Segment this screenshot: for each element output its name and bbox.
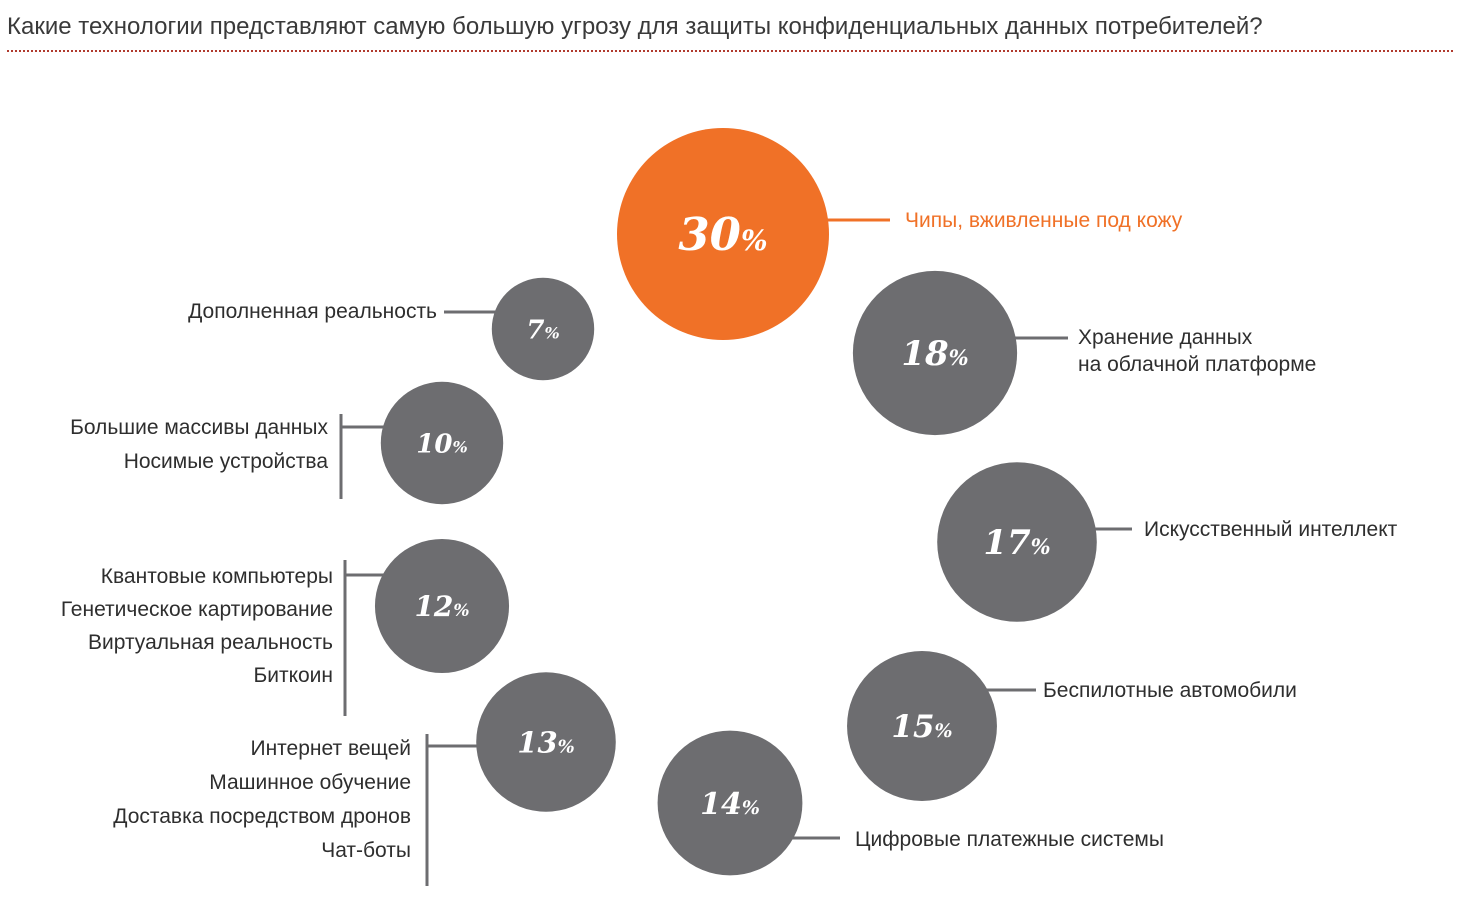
bubble-14 [657, 730, 803, 876]
bubble-value-unit: % [742, 797, 760, 819]
category-label: Интернет вещей [250, 737, 411, 760]
bubble-13 [476, 672, 616, 812]
bubble-value-number: 15 [891, 709, 934, 745]
bubble-value-label: 18% [901, 334, 968, 374]
category-label: на облачной платформе [1078, 353, 1316, 376]
title-divider [7, 50, 1453, 52]
bubble-value-label: 13% [517, 725, 574, 759]
bubble-12 [374, 538, 510, 674]
bubble-7 [491, 277, 595, 381]
bubble-value-number: 18 [901, 334, 948, 374]
bubble-value-label: 14% [700, 787, 760, 822]
bubble-value-label: 15% [891, 709, 952, 745]
bubble-value-unit: % [453, 601, 469, 621]
bubble-value-number: 7 [526, 315, 544, 345]
bubble-15 [847, 651, 997, 801]
category-label: Дополненная реальность [188, 300, 437, 323]
bubble-group-14: 14% Цифровые платежные системы [657, 730, 1164, 876]
category-label: Носимые устройства [124, 450, 329, 473]
bubble-value-number: 14 [700, 787, 742, 822]
bubble-value-unit: % [544, 323, 559, 342]
bubble-value-label: 7% [526, 315, 559, 345]
bubble-value-label: 12% [414, 590, 469, 623]
bubble-group-10: 10% Большие массивы данных Носимые устройс… [70, 381, 504, 505]
bubble-17 [937, 462, 1097, 622]
bubble-18 [852, 270, 1018, 436]
category-label: Квантовые компьютеры [101, 565, 333, 588]
category-label: Большие массивы данных [70, 416, 328, 439]
bubble-10 [380, 381, 504, 505]
bubble-value-label: 30% [678, 208, 767, 261]
bubble-value-number: 10 [416, 429, 452, 459]
category-label: Генетическое картирование [61, 598, 333, 621]
category-label: Доставка посредством дронов [113, 805, 411, 828]
category-label: Виртуальная реальность [88, 631, 333, 654]
bubble-value-unit: % [558, 736, 575, 757]
bubble-value-unit: % [935, 720, 953, 742]
bubble-group-13: 13% Интернет вещей Машинное обучение Достав… [113, 672, 616, 886]
bubble-value-label: 17% [983, 523, 1050, 563]
bubble-value-unit: % [452, 437, 467, 456]
bubble-value-number: 30 [678, 208, 741, 261]
bubble-30 [617, 128, 829, 340]
category-label: Чипы, вживленные под кожу [905, 209, 1183, 232]
bubble-group-7: 7% Дополненная реальность [188, 277, 595, 381]
category-label: Чат-боты [321, 839, 411, 862]
bubble-group-15: 15% Беспилотные автомобили [847, 651, 1297, 801]
bubble-group-17: 17% Искусственный интеллект [937, 462, 1398, 622]
bubble-value-number: 13 [517, 725, 557, 759]
category-label: Хранение данных [1078, 326, 1253, 349]
bubble-value-unit: % [949, 345, 969, 370]
bubble-value-number: 17 [983, 523, 1031, 563]
bubble-value-number: 12 [414, 590, 453, 623]
page-title: Какие технологии представляют самую боль… [7, 13, 1263, 40]
bubble-value-unit: % [741, 224, 768, 257]
category-label: Беспилотные автомобили [1043, 679, 1297, 702]
category-label: Биткоин [253, 664, 333, 687]
bubble-group-18: 18% Хранение данных на облачной платформе [852, 270, 1316, 436]
bubble-group-12: 12% Квантовые компьютеры Генетическое карт… [61, 538, 510, 716]
bubble-value-unit: % [1031, 534, 1051, 559]
category-label: Машинное обучение [209, 771, 411, 794]
bubble-group-30: 30% Чипы, вживленные под кожу [617, 128, 1183, 340]
category-label: Искусственный интеллект [1144, 518, 1398, 541]
bubble-value-label: 10% [416, 429, 467, 459]
category-label: Цифровые платежные системы [855, 828, 1164, 851]
